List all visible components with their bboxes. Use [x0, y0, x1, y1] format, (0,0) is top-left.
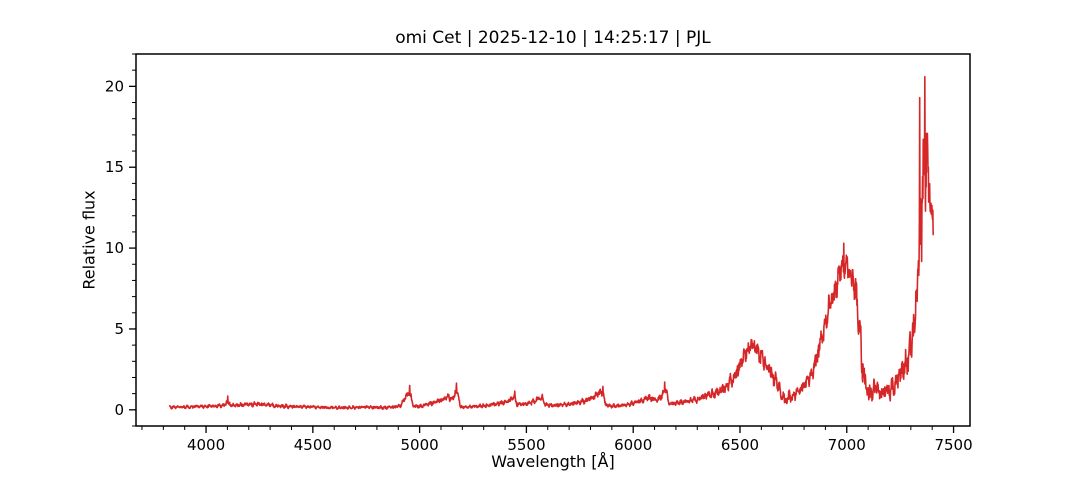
x-tick-label: 4000 [187, 436, 225, 454]
x-tick-label: 6500 [721, 436, 759, 454]
axes-spines [135, 53, 971, 427]
x-tick-label: 5000 [401, 436, 439, 454]
x-tick-label: 6000 [614, 436, 652, 454]
x-tick-label: 7500 [934, 436, 972, 454]
chart-title: omi Cet | 2025-12-10 | 14:25:17 | PJL [395, 28, 711, 48]
y-tick-label: 10 [105, 239, 124, 257]
x-tick-label: 4500 [294, 436, 332, 454]
spectrum-line [168, 75, 934, 410]
x-tick-label: 5500 [507, 436, 545, 454]
x-tick-label: 7000 [828, 436, 866, 454]
x-axis-label: Wavelength [Å] [491, 452, 615, 471]
y-tick-label: 15 [105, 158, 124, 176]
y-tick-label: 20 [105, 77, 124, 95]
y-axis-label: Relative flux [79, 190, 99, 290]
y-tick-label: 5 [114, 320, 124, 338]
y-tick-label: 0 [114, 401, 124, 419]
